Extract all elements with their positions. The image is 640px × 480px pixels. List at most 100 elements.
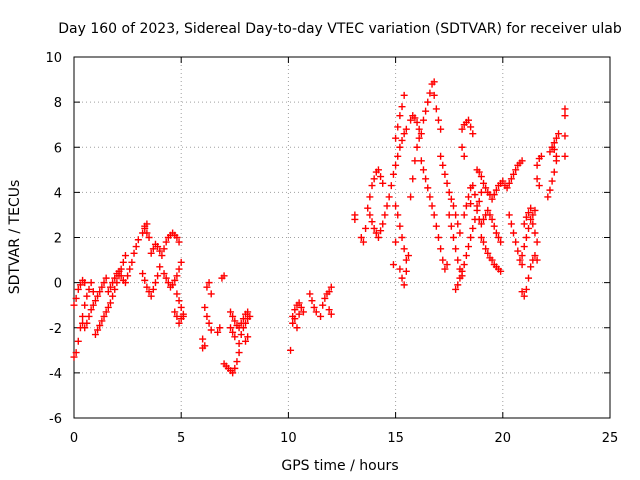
- data-point: [325, 306, 333, 314]
- data-point: [319, 301, 327, 309]
- data-point: [458, 125, 466, 133]
- data-point: [244, 308, 252, 316]
- data-point: [98, 283, 106, 291]
- data-point: [464, 193, 472, 201]
- data-point: [529, 211, 537, 219]
- y-tick-label: 10: [45, 51, 62, 66]
- data-point: [81, 301, 89, 309]
- data-point: [81, 279, 89, 287]
- data-point: [385, 193, 393, 201]
- data-point: [546, 186, 554, 194]
- data-point: [160, 245, 168, 253]
- data-point: [233, 358, 241, 366]
- data-point: [156, 247, 164, 255]
- data-point: [477, 188, 485, 196]
- data-point: [518, 288, 526, 296]
- data-point: [132, 243, 140, 251]
- data-point: [229, 328, 237, 336]
- data-point: [87, 306, 95, 314]
- data-point: [467, 123, 475, 131]
- data-point: [488, 215, 496, 223]
- data-point: [512, 166, 520, 174]
- data-point: [462, 202, 470, 210]
- data-point: [239, 315, 247, 323]
- data-point: [415, 134, 423, 142]
- data-point: [449, 234, 457, 241]
- data-point: [145, 288, 153, 296]
- data-point: [139, 270, 147, 278]
- data-point: [96, 321, 104, 329]
- data-point: [143, 220, 151, 228]
- data-point: [102, 274, 110, 282]
- data-point: [531, 206, 539, 214]
- data-point: [537, 152, 545, 160]
- data-point: [520, 243, 528, 251]
- data-point: [175, 238, 183, 246]
- data-point: [205, 319, 213, 327]
- data-point: [293, 324, 301, 332]
- data-point: [205, 279, 213, 287]
- data-point: [396, 265, 404, 273]
- data-point: [426, 89, 434, 97]
- data-point: [111, 274, 119, 282]
- x-tick-label: 20: [495, 431, 512, 446]
- data-point: [437, 125, 445, 133]
- y-tick-label: 6: [54, 141, 62, 156]
- data-point: [413, 118, 421, 126]
- data-point: [409, 175, 417, 183]
- data-point: [398, 274, 406, 282]
- data-point: [480, 179, 488, 187]
- data-point: [561, 112, 569, 120]
- data-point: [389, 261, 397, 269]
- data-point: [548, 177, 556, 185]
- data-point: [473, 202, 481, 210]
- data-point: [531, 229, 539, 237]
- data-point: [505, 179, 513, 187]
- data-point: [143, 229, 151, 237]
- data-point: [351, 215, 359, 223]
- data-point: [525, 209, 533, 217]
- data-point: [149, 245, 157, 253]
- data-point: [306, 290, 314, 298]
- data-point: [480, 238, 488, 246]
- data-point: [392, 134, 400, 142]
- data-point: [467, 234, 475, 241]
- data-point: [91, 297, 99, 305]
- data-point: [310, 303, 318, 311]
- data-point: [389, 170, 397, 178]
- data-point: [370, 224, 378, 232]
- x-tick-label: 15: [387, 431, 404, 446]
- data-point: [533, 238, 541, 246]
- data-point: [404, 252, 412, 260]
- data-point: [98, 317, 106, 325]
- data-point: [91, 331, 99, 339]
- data-point: [325, 288, 333, 296]
- data-point: [96, 288, 104, 296]
- data-point: [121, 279, 129, 287]
- data-point: [109, 279, 117, 287]
- data-point: [419, 116, 427, 124]
- data-point: [377, 227, 385, 235]
- data-point: [518, 261, 526, 269]
- data-point: [199, 344, 207, 352]
- data-point: [87, 279, 95, 287]
- data-point: [246, 312, 254, 320]
- data-point: [452, 211, 460, 219]
- data-point: [100, 279, 108, 287]
- data-point: [231, 364, 239, 372]
- x-tick-label: 0: [70, 431, 78, 446]
- data-point: [482, 245, 490, 253]
- data-point: [475, 197, 483, 205]
- data-point: [392, 202, 400, 210]
- data-point: [398, 234, 406, 241]
- data-point: [402, 256, 410, 264]
- data-point: [454, 281, 462, 289]
- data-point: [525, 274, 533, 282]
- data-point: [147, 292, 155, 300]
- data-point: [469, 182, 477, 190]
- data-point: [422, 175, 430, 183]
- data-point: [207, 290, 215, 298]
- data-point: [520, 292, 528, 300]
- data-point: [74, 337, 82, 345]
